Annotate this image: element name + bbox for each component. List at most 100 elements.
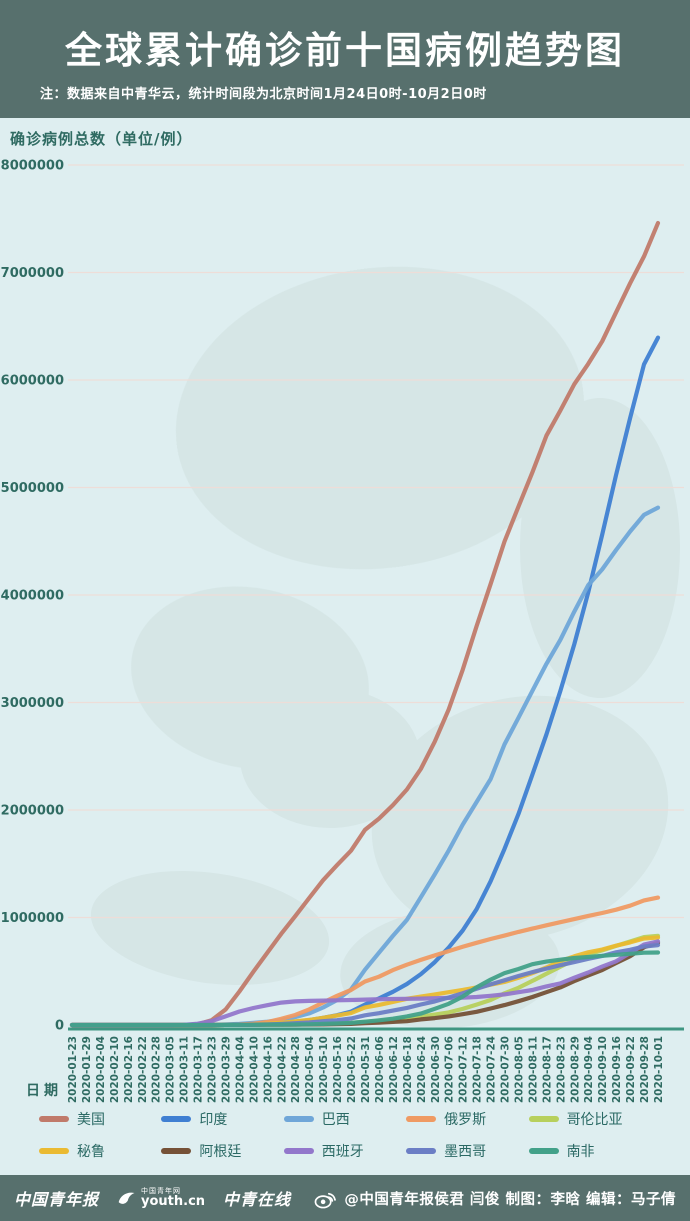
legend-label: 印度	[199, 1112, 228, 1128]
svg-text:2020-05-16: 2020-05-16	[332, 1036, 344, 1103]
svg-text:2020-10-01: 2020-10-01	[653, 1036, 665, 1103]
zhongqing-online-logo: 中青在线	[223, 1190, 292, 1209]
y-axis-title: 确诊病例总数（单位/例）	[10, 130, 193, 148]
svg-text:2020-02-22: 2020-02-22	[137, 1036, 149, 1103]
svg-text:2020-06-24: 2020-06-24	[416, 1036, 428, 1103]
svg-text:2020-05-31: 2020-05-31	[360, 1036, 372, 1103]
page-title: 全球累计确诊前十国病例趋势图	[65, 29, 625, 72]
svg-text:2020-07-30: 2020-07-30	[500, 1036, 512, 1103]
svg-text:8000000: 8000000	[1, 159, 64, 174]
legend-swatch	[406, 1148, 437, 1154]
svg-text:2000000: 2000000	[1, 804, 64, 819]
svg-text:2020-07-12: 2020-07-12	[458, 1036, 470, 1103]
legend-item: 秘鲁	[39, 1141, 161, 1161]
legend-label: 哥伦比亚	[566, 1112, 623, 1128]
svg-text:2020-07-18: 2020-07-18	[472, 1036, 484, 1103]
weibo-icon	[314, 1192, 337, 1208]
legend-item: 阿根廷	[161, 1141, 283, 1161]
svg-text:6000000: 6000000	[1, 374, 64, 389]
svg-text:2020-08-23: 2020-08-23	[555, 1036, 567, 1103]
svg-text:2020-09-04: 2020-09-04	[583, 1036, 595, 1103]
svg-text:2020-06-30: 2020-06-30	[430, 1036, 442, 1103]
svg-text:2020-05-22: 2020-05-22	[346, 1036, 358, 1103]
data-source-note: 注：数据来自中青华云，统计时间段为北京时间1月24日0时-10月2日0时	[40, 87, 487, 102]
svg-text:5000000: 5000000	[1, 481, 64, 496]
svg-text:2020-05-10: 2020-05-10	[318, 1036, 330, 1103]
legend-label: 南非	[566, 1144, 595, 1160]
svg-text:2020-07-06: 2020-07-06	[444, 1036, 456, 1103]
legend-item: 印度	[161, 1109, 283, 1129]
svg-text:2020-01-29: 2020-01-29	[81, 1036, 93, 1103]
svg-text:2020-04-10: 2020-04-10	[248, 1036, 260, 1103]
svg-text:2020-09-22: 2020-09-22	[625, 1036, 637, 1103]
youth-cn-logo: 中国青年网 youth.cn	[117, 1186, 206, 1209]
svg-text:2020-02-28: 2020-02-28	[151, 1036, 163, 1103]
svg-text:2020-06-12: 2020-06-12	[388, 1036, 400, 1103]
chart-legend: 美国 印度 巴西 俄罗斯 哥伦比亚秘鲁 阿根廷 西班牙 墨西哥 南非	[39, 1103, 651, 1167]
x-axis-title: 日期	[26, 1083, 62, 1099]
header-banner: 全球累计确诊前十国病例趋势图 注：数据来自中青华云，统计时间段为北京时间1月24…	[0, 0, 690, 118]
svg-text:2020-02-10: 2020-02-10	[109, 1036, 121, 1103]
svg-text:2020-03-05: 2020-03-05	[165, 1036, 177, 1103]
legend-label: 俄罗斯	[444, 1112, 487, 1128]
legend-item: 墨西哥	[406, 1141, 528, 1161]
legend-swatch	[39, 1116, 69, 1122]
svg-text:2020-08-11: 2020-08-11	[527, 1036, 539, 1103]
footer-banner: 中国青年报 中国青年网 youth.cn 中青在线 @中国青年报侯君 闫俊 制图…	[0, 1175, 690, 1221]
legend-swatch	[283, 1116, 314, 1122]
svg-text:2020-06-18: 2020-06-18	[402, 1036, 414, 1103]
youth-cn-cn-label: 中国青年网	[141, 1186, 182, 1195]
legend-label: 巴西	[321, 1112, 350, 1128]
youth-cn-url-label: youth.cn	[141, 1193, 206, 1209]
svg-text:2020-08-29: 2020-08-29	[569, 1036, 581, 1103]
legend-item: 巴西	[283, 1109, 406, 1129]
footer-logos: 中国青年报 中国青年网 youth.cn 中青在线	[14, 1186, 291, 1210]
series-lines	[69, 220, 661, 1028]
legend-label: 墨西哥	[444, 1144, 487, 1160]
svg-text:2020-04-22: 2020-04-22	[276, 1036, 288, 1103]
svg-text:2020-04-16: 2020-04-16	[262, 1036, 274, 1103]
svg-text:7000000: 7000000	[1, 266, 64, 281]
china-youth-daily-logo: 中国青年报	[14, 1190, 100, 1209]
legend-label: 秘鲁	[77, 1144, 105, 1160]
svg-text:2020-01-23: 2020-01-23	[67, 1036, 79, 1103]
legend-swatch	[161, 1148, 192, 1154]
svg-text:0: 0	[55, 1019, 64, 1034]
credit-text: @中国青年报侯君 闫俊 制图：李晗 编辑：马子倩	[344, 1191, 676, 1208]
legend-item: 美国	[39, 1109, 161, 1129]
svg-text:2020-09-10: 2020-09-10	[597, 1036, 609, 1103]
svg-text:2020-07-24: 2020-07-24	[486, 1036, 498, 1103]
svg-text:2020-03-23: 2020-03-23	[207, 1036, 219, 1103]
svg-text:2020-03-11: 2020-03-11	[179, 1036, 191, 1103]
legend-swatch	[528, 1116, 559, 1122]
legend-swatch	[161, 1116, 192, 1122]
legend-swatch	[283, 1148, 314, 1154]
legend-label: 西班牙	[321, 1144, 364, 1160]
legend-swatch	[39, 1148, 69, 1154]
legend-item: 俄罗斯	[406, 1109, 528, 1129]
svg-text:1000000: 1000000	[1, 911, 64, 926]
svg-text:2020-09-16: 2020-09-16	[611, 1036, 623, 1103]
svg-text:2020-08-05: 2020-08-05	[513, 1036, 525, 1103]
svg-text:2020-06-06: 2020-06-06	[374, 1036, 386, 1103]
svg-text:2020-05-04: 2020-05-04	[304, 1036, 316, 1103]
svg-text:2020-03-17: 2020-03-17	[193, 1036, 205, 1103]
legend-swatch	[528, 1148, 559, 1154]
chart-section: 确诊病例总数（单位/例） 8000000 7000000 6000000 500000…	[0, 118, 690, 1175]
svg-text:4000000: 4000000	[1, 589, 64, 604]
footer-credit: @中国青年报侯君 闫俊 制图：李晗 编辑：马子倩	[314, 1188, 676, 1209]
legend-swatch	[406, 1116, 437, 1122]
legend-item: 哥伦比亚	[528, 1109, 651, 1129]
x-axis-tick-labels: 2020-01-23 2020-01-29 2020-02-04 2020-02-10…	[67, 1036, 665, 1103]
legend-label: 美国	[77, 1112, 105, 1128]
dove-icon	[118, 1192, 135, 1204]
svg-text:2020-02-04: 2020-02-04	[95, 1036, 107, 1103]
trend-line-chart: 8000000 7000000 6000000 5000000 4000000 30000…	[1, 159, 684, 1103]
series-line	[69, 950, 661, 1028]
svg-text:2020-08-17: 2020-08-17	[541, 1036, 553, 1103]
svg-text:3000000: 3000000	[1, 696, 64, 711]
legend-label: 阿根廷	[199, 1144, 242, 1160]
svg-text:2020-09-28: 2020-09-28	[639, 1036, 651, 1103]
svg-text:2020-03-29: 2020-03-29	[220, 1036, 232, 1103]
